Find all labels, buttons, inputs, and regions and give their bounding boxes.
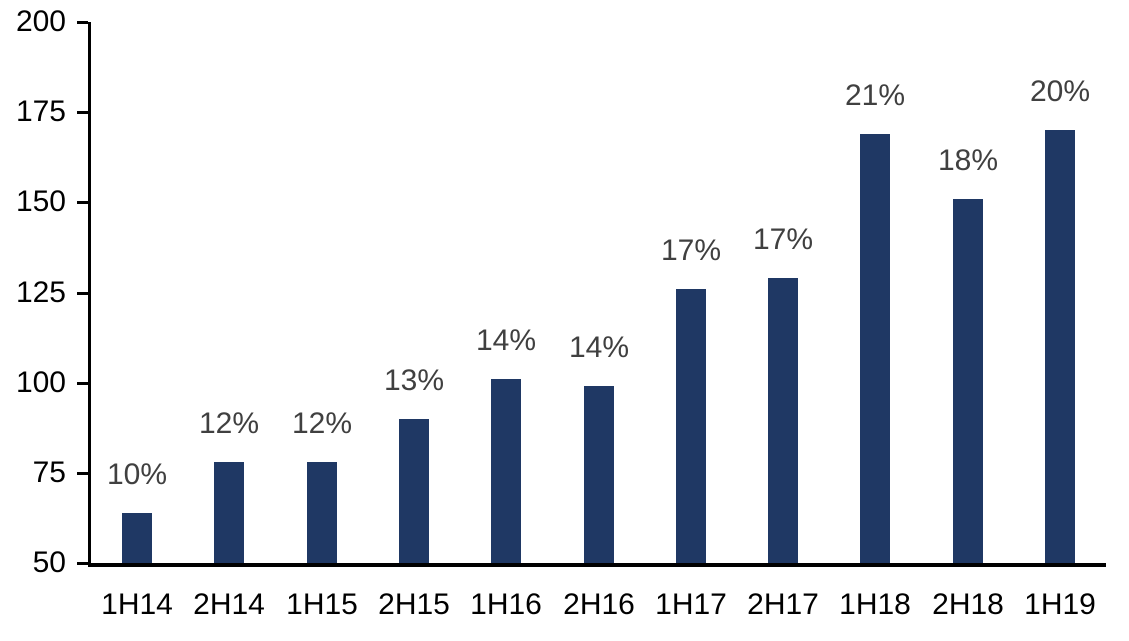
y-tick-label: 125 [15,276,66,309]
bar-value-label: 10% [106,458,168,491]
bar [584,386,614,563]
y-tick-label: 75 [32,456,66,489]
x-tick-label: 2H17 [747,588,819,621]
x-tick-label: 2H14 [193,588,265,621]
y-tick-mark [77,472,88,475]
x-tick-label: 1H18 [839,588,911,621]
bar [1045,130,1075,563]
bar-value-label: 14% [568,331,630,364]
bar [768,278,798,563]
y-tick-mark [77,382,88,385]
y-axis-line [88,22,91,567]
x-tick-label: 1H16 [470,588,542,621]
bar-value-label: 12% [291,407,353,440]
bar-value-label: 20% [1029,75,1091,108]
y-tick-mark [77,111,88,114]
y-tick-label: 100 [15,366,66,399]
bar-value-label: 18% [937,144,999,177]
bar [122,513,152,563]
y-tick-label: 200 [15,5,66,38]
bar-value-label: 13% [383,364,445,397]
bar-value-label: 12% [198,407,260,440]
y-tick-label: 50 [32,546,66,579]
bar [399,419,429,563]
x-tick-label: 1H14 [101,588,173,621]
bar [307,462,337,563]
x-axis-line [88,563,1106,567]
y-tick-mark [77,562,88,565]
bar [491,379,521,563]
bar [676,289,706,563]
x-tick-label: 2H18 [932,588,1004,621]
x-tick-label: 2H15 [378,588,450,621]
x-tick-label: 1H19 [1024,588,1096,621]
x-tick-label: 1H15 [286,588,358,621]
bar-value-label: 21% [844,79,906,112]
y-tick-mark [77,292,88,295]
y-tick-mark [77,201,88,204]
x-tick-label: 2H16 [563,588,635,621]
bar-value-label: 17% [660,234,722,267]
bar-value-label: 17% [752,223,814,256]
y-tick-mark [77,21,88,24]
y-tick-label: 175 [15,95,66,128]
x-tick-label: 1H17 [655,588,727,621]
bar [860,134,890,563]
y-tick-label: 150 [15,185,66,218]
bar [214,462,244,563]
bar-value-label: 14% [475,324,537,357]
bar [953,199,983,563]
